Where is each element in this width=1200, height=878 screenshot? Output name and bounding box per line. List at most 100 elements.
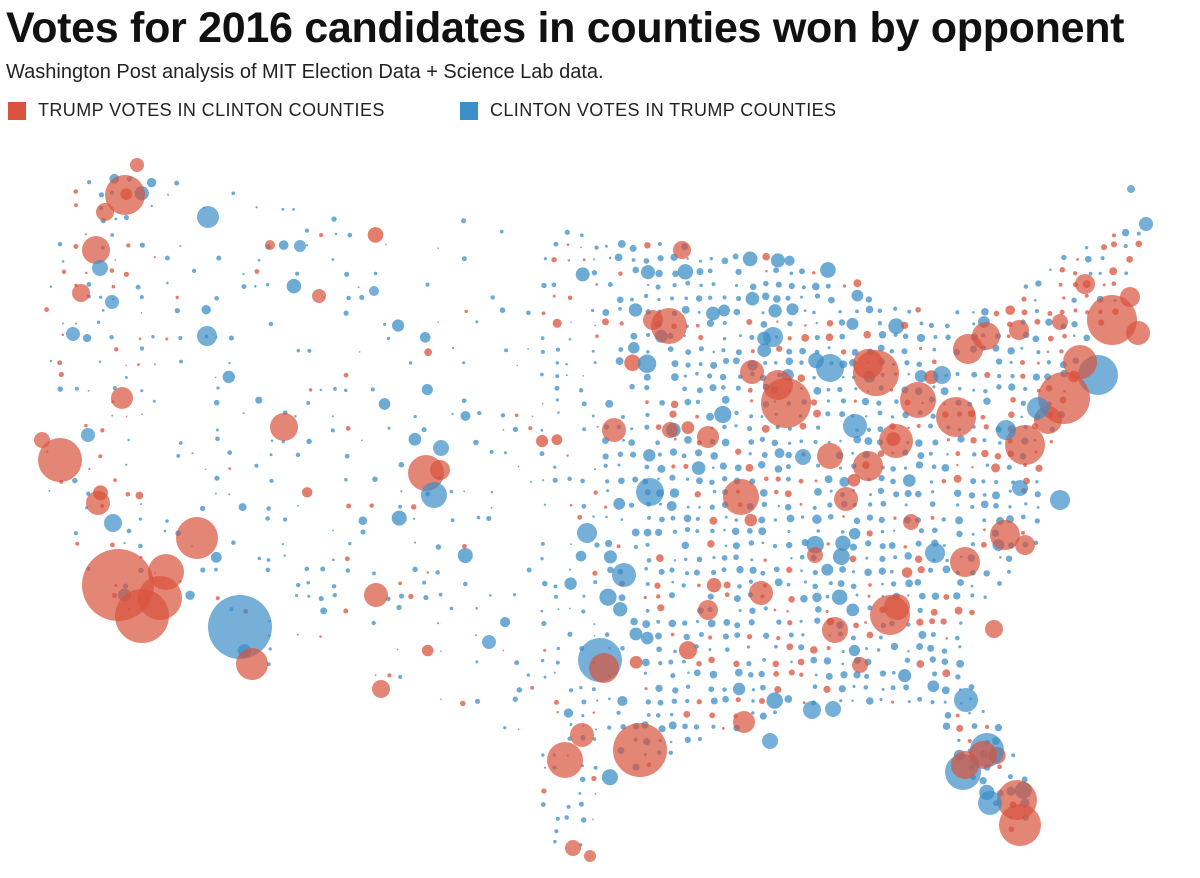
- trump-county-bubble: [86, 491, 110, 515]
- clinton-county-bubble: [554, 829, 559, 834]
- clinton-county-bubble: [255, 396, 263, 404]
- clinton-county-bubble: [774, 465, 783, 473]
- trump-county-bubble: [165, 337, 169, 341]
- clinton-county-bubble: [877, 487, 885, 495]
- clinton-county-bubble: [296, 348, 301, 353]
- trump-county-bubble: [72, 284, 90, 302]
- trump-county-bubble: [364, 583, 388, 607]
- trump-county-bubble: [709, 712, 716, 719]
- clinton-county-bubble: [849, 543, 858, 551]
- clinton-county-bubble: [372, 476, 378, 482]
- clinton-county-bubble: [738, 609, 742, 612]
- clinton-county-bubble: [647, 515, 651, 520]
- clinton-county-bubble: [773, 267, 780, 274]
- clinton-county-bubble: [888, 318, 905, 335]
- clinton-county-bubble: [773, 360, 778, 365]
- clinton-county-bubble: [123, 215, 129, 221]
- trump-county-bubble: [624, 354, 641, 372]
- trump-county-bubble: [763, 558, 767, 562]
- trump-county-bubble: [424, 348, 432, 357]
- clinton-county-bubble: [699, 259, 703, 263]
- clinton-county-bubble: [917, 607, 923, 614]
- clinton-county-bubble: [914, 578, 922, 586]
- trump-county-bubble: [942, 669, 951, 678]
- clinton-county-bubble: [749, 283, 757, 291]
- clinton-county-bubble: [1050, 490, 1070, 510]
- trump-county-bubble: [344, 556, 350, 562]
- clinton-county-bubble: [358, 516, 368, 525]
- clinton-county-bubble: [709, 504, 715, 510]
- clinton-county-bubble: [73, 531, 78, 536]
- clinton-county-bubble: [438, 592, 443, 597]
- clinton-county-bubble: [422, 580, 427, 585]
- clinton-county-bubble: [981, 307, 989, 316]
- trump-county-bubble: [706, 578, 722, 593]
- clinton-county-bubble: [970, 504, 975, 510]
- trump-county-bubble: [776, 636, 781, 641]
- trump-county-bubble: [460, 700, 466, 707]
- trump-county-bubble: [530, 685, 535, 690]
- clinton-county-bubble: [629, 383, 635, 390]
- trump-county-bubble: [822, 617, 848, 643]
- clinton-county-bubble: [231, 191, 236, 196]
- trump-county-bubble: [167, 193, 170, 196]
- trump-county-bubble: [312, 289, 326, 303]
- clinton-county-bubble: [878, 331, 887, 339]
- clinton-county-bubble: [231, 540, 236, 545]
- clinton-county-bubble: [463, 490, 466, 493]
- clinton-county-bubble: [543, 503, 547, 506]
- clinton-county-bubble: [772, 544, 778, 549]
- clinton-county-bubble: [672, 283, 677, 288]
- trump-county-bubble: [773, 671, 780, 677]
- clinton-county-bubble: [878, 516, 885, 524]
- clinton-county-bubble: [607, 282, 613, 287]
- clinton-county-bubble: [347, 232, 353, 238]
- clinton-county-bubble: [357, 286, 360, 289]
- trump-county-bubble: [776, 320, 779, 323]
- trump-county-bubble: [1062, 333, 1067, 339]
- clinton-county-bubble: [746, 645, 751, 649]
- legend-swatch-trump: [8, 101, 26, 120]
- clinton-county-bubble: [840, 530, 845, 534]
- clinton-county-bubble: [266, 558, 271, 562]
- trump-county-bubble: [138, 337, 142, 340]
- clinton-county-bubble: [760, 570, 766, 576]
- clinton-county-bubble: [541, 403, 544, 405]
- trump-county-bubble: [474, 634, 477, 637]
- trump-county-bubble: [73, 243, 79, 250]
- clinton-county-bubble: [268, 321, 274, 327]
- clinton-county-bubble: [92, 260, 108, 276]
- clinton-county-bubble: [866, 514, 874, 521]
- trump-county-bubble: [893, 516, 897, 520]
- clinton-county-bubble: [827, 346, 831, 350]
- trump-county-bubble: [421, 644, 434, 657]
- clinton-county-bubble: [540, 658, 545, 663]
- clinton-county-bubble: [915, 490, 922, 498]
- clinton-county-bubble: [1071, 321, 1078, 328]
- clinton-county-bubble: [179, 359, 183, 364]
- clinton-county-bubble: [425, 282, 430, 287]
- clinton-county-bubble: [815, 606, 822, 613]
- clinton-county-bubble: [334, 232, 338, 236]
- clinton-county-bubble: [894, 399, 899, 404]
- clinton-county-bubble: [943, 700, 947, 704]
- clinton-county-bubble: [761, 292, 770, 301]
- clinton-county-bubble: [888, 542, 896, 550]
- clinton-county-bubble: [890, 642, 899, 651]
- clinton-county-bubble: [787, 321, 793, 327]
- clinton-county-bubble: [332, 592, 338, 598]
- clinton-county-bubble: [749, 334, 755, 340]
- trump-county-bubble: [786, 643, 794, 651]
- clinton-county-bubble: [359, 294, 365, 300]
- trump-county-bubble: [772, 660, 780, 668]
- trump-county-bubble: [570, 723, 594, 747]
- clinton-county-bubble: [907, 309, 912, 314]
- clinton-county-bubble: [810, 656, 818, 664]
- trump-county-bubble: [696, 660, 702, 667]
- clinton-county-bubble: [916, 643, 924, 651]
- clinton-county-bubble: [745, 291, 760, 306]
- clinton-county-bubble: [878, 635, 883, 640]
- clinton-county-bubble: [788, 632, 794, 638]
- clinton-county-bubble: [734, 622, 741, 629]
- clinton-county-bubble: [855, 309, 859, 314]
